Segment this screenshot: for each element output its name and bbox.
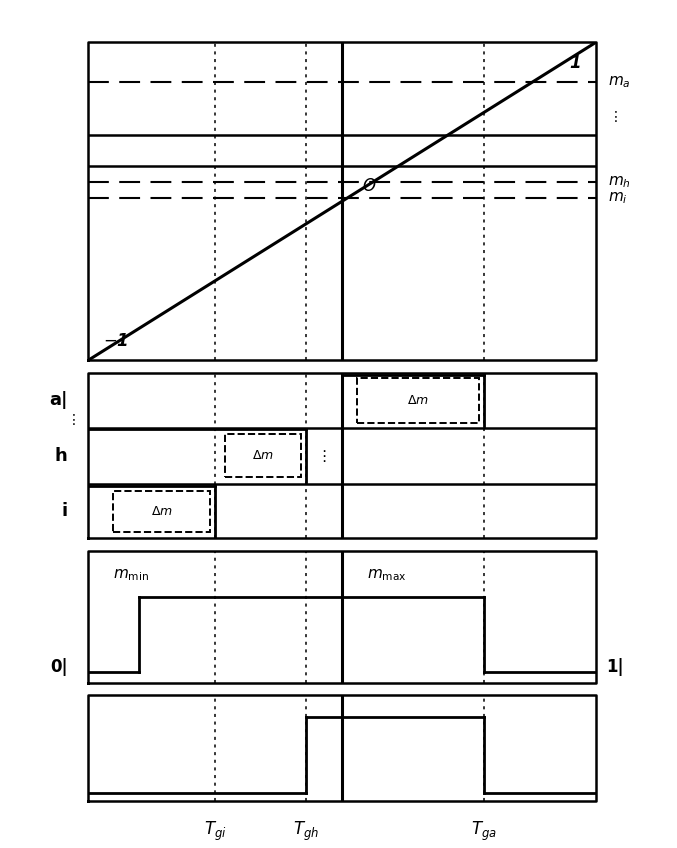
Text: $m_a$: $m_a$: [609, 75, 631, 90]
Text: 0|: 0|: [50, 658, 68, 676]
Text: $T_{gh}$: $T_{gh}$: [293, 820, 320, 843]
Bar: [357, 378, 479, 422]
Text: $O$: $O$: [362, 176, 376, 194]
Text: a|: a|: [49, 392, 68, 410]
Text: i: i: [62, 502, 68, 520]
Text: $T_{gi}$: $T_{gi}$: [204, 820, 226, 843]
Text: 1: 1: [569, 53, 581, 71]
Text: $m_h$: $m_h$: [609, 175, 632, 190]
Text: $\vdots$: $\vdots$: [66, 412, 75, 427]
Text: $m_i$: $m_i$: [609, 190, 628, 206]
Text: $m_{\rm min}$: $m_{\rm min}$: [114, 567, 150, 583]
Text: $-$1: $-$1: [104, 332, 129, 350]
Text: 1|: 1|: [606, 658, 624, 676]
Text: $\vdots$: $\vdots$: [316, 448, 327, 464]
Text: $\Delta m$: $\Delta m$: [253, 449, 274, 462]
Text: $m_{\rm max}$: $m_{\rm max}$: [368, 567, 407, 583]
Bar: [114, 490, 210, 532]
Text: $\Delta m$: $\Delta m$: [407, 394, 429, 407]
Text: $\Delta m$: $\Delta m$: [151, 505, 173, 517]
Bar: [225, 434, 301, 477]
Text: h: h: [55, 447, 68, 465]
Text: $\vdots$: $\vdots$: [609, 109, 618, 124]
Text: $T_{ga}$: $T_{ga}$: [471, 820, 497, 843]
